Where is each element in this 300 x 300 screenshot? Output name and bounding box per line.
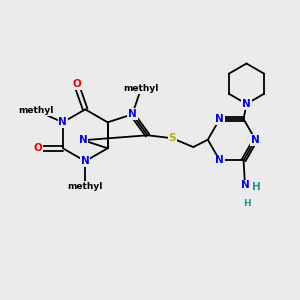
Text: N: N [215,114,224,124]
Text: methyl: methyl [19,106,54,115]
Text: N: N [215,155,224,165]
Text: O: O [72,79,81,89]
Text: O: O [33,143,42,153]
Text: H: H [243,199,250,208]
Text: methyl: methyl [68,182,103,191]
Text: methyl: methyl [124,84,159,93]
Text: N: N [79,135,87,145]
Text: N: N [81,156,90,166]
Text: N: N [58,117,67,127]
Text: N: N [251,135,260,145]
Text: N: N [128,109,137,119]
Text: H: H [252,182,261,192]
Text: S: S [168,133,176,143]
Text: N: N [242,99,251,109]
Text: N: N [241,180,249,190]
